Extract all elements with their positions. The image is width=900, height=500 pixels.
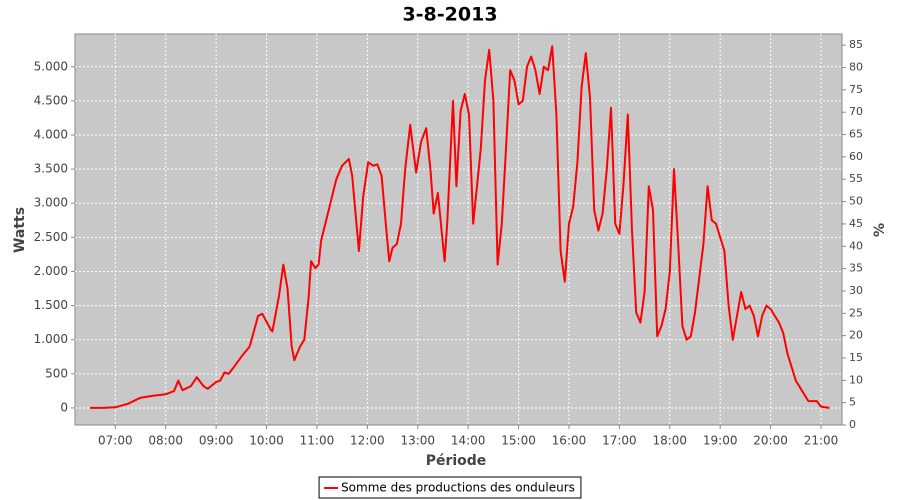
y2-tick-label: 30	[849, 284, 863, 297]
y-tick-label: 1.000	[34, 332, 68, 346]
legend-box	[318, 476, 582, 499]
y2-tick-label: 25	[849, 306, 863, 319]
y2-tick-label: 70	[849, 105, 863, 118]
x-tick-label: 20:00	[753, 434, 788, 448]
y-tick-label: 0	[60, 400, 68, 414]
y2-tick-label: 40	[849, 239, 863, 252]
y2-tick-label: 75	[849, 83, 863, 96]
x-tick-label: 19:00	[703, 434, 738, 448]
y-tick-label: 5.000	[34, 59, 68, 73]
y2-tick-label: 80	[849, 61, 863, 74]
y2-tick-label: 65	[849, 128, 863, 141]
chart-title: 3-8-2013	[402, 4, 497, 26]
y-tick-label: 4.500	[34, 93, 68, 107]
y2-tick-label: 10	[849, 373, 863, 386]
y-tick-label: 4.000	[34, 127, 68, 141]
x-tick-label: 17:00	[602, 434, 637, 448]
y-tick-label: 3.000	[34, 196, 68, 210]
x-tick-label: 07:00	[98, 434, 133, 448]
plot-area	[74, 33, 843, 426]
y2-tick-label: 50	[849, 195, 863, 208]
y2-axis-label: %	[872, 223, 888, 237]
x-tick-label: 11:00	[300, 434, 335, 448]
y2-tick-label: 55	[849, 172, 863, 185]
x-tick-label: 09:00	[199, 434, 234, 448]
x-tick-label: 15:00	[501, 434, 536, 448]
y2-tick-label: 85	[849, 38, 863, 51]
y-tick-label: 3.500	[34, 162, 68, 176]
y2-tick-label: 45	[849, 217, 863, 230]
x-axis-label: Période	[426, 453, 487, 469]
x-tick-label: 12:00	[350, 434, 385, 448]
x-tick-label: 14:00	[451, 434, 486, 448]
y-tick-label: 2.500	[34, 230, 68, 244]
y-tick-label: 2.000	[34, 264, 68, 278]
y-axis-label: Watts	[12, 207, 28, 253]
x-tick-label: 21:00	[804, 434, 839, 448]
x-tick-label: 13:00	[400, 434, 435, 448]
y2-tick-label: 5	[849, 396, 856, 409]
x-tick-label: 16:00	[552, 434, 587, 448]
x-tick-label: 10:00	[249, 434, 284, 448]
y2-tick-label: 0	[849, 418, 856, 431]
y2-tick-label: 20	[849, 329, 863, 342]
legend-label: Somme des productions des onduleurs	[341, 481, 575, 495]
x-tick-label: 18:00	[652, 434, 687, 448]
y2-tick-label: 60	[849, 150, 863, 163]
y-tick-label: 500	[45, 366, 68, 380]
y-tick-label: 1.500	[34, 298, 68, 312]
x-tick-label: 08:00	[148, 434, 183, 448]
series-line	[90, 45, 830, 409]
y2-tick-label: 35	[849, 262, 863, 275]
y2-tick-label: 15	[849, 351, 863, 364]
